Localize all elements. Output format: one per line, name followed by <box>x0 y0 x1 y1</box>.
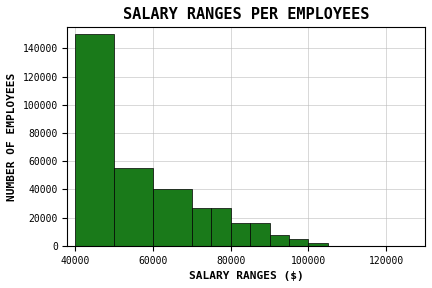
Bar <box>289 239 308 246</box>
X-axis label: SALARY RANGES ($): SALARY RANGES ($) <box>189 271 304 281</box>
Bar <box>75 34 114 246</box>
Bar <box>211 208 231 246</box>
Bar <box>192 208 211 246</box>
Bar <box>250 223 270 246</box>
Title: SALARY RANGES PER EMPLOYEES: SALARY RANGES PER EMPLOYEES <box>123 7 369 22</box>
Y-axis label: NUMBER OF EMPLOYEES: NUMBER OF EMPLOYEES <box>7 72 17 201</box>
Bar <box>114 168 153 246</box>
Bar <box>270 234 289 246</box>
Bar <box>153 190 192 246</box>
Bar <box>231 223 250 246</box>
Bar <box>308 243 328 246</box>
